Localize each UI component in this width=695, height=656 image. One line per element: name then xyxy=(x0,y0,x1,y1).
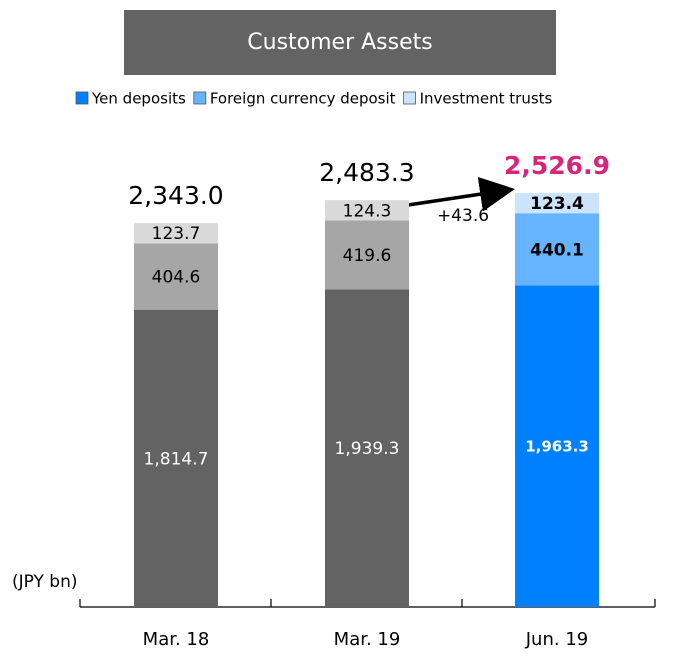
legend-swatch xyxy=(403,91,416,105)
bar-segment xyxy=(134,243,218,310)
bar-segment xyxy=(325,289,409,607)
data-label: 419.6 xyxy=(343,246,392,266)
data-label: 124.3 xyxy=(343,201,392,221)
data-label: 123.4 xyxy=(530,194,584,214)
bar-segment xyxy=(134,223,218,244)
bar-segment xyxy=(325,220,409,290)
legend-label: Foreign currency deposit xyxy=(210,90,396,108)
bar-segment xyxy=(515,192,599,214)
x-tick-label: Mar. 19 xyxy=(334,629,401,650)
total-label: 2,343.0 xyxy=(128,181,223,210)
total-label: 2,483.3 xyxy=(319,158,414,187)
data-label: 1,963.3 xyxy=(525,438,589,456)
bar-segment xyxy=(134,309,218,607)
legend-swatch xyxy=(193,91,207,105)
unit-label: (JPY bn) xyxy=(12,572,78,592)
legend-label: Investment trusts xyxy=(420,90,553,108)
legend-swatch xyxy=(75,91,89,105)
data-label: 404.6 xyxy=(152,268,201,288)
bar-segment xyxy=(515,285,599,607)
x-tick-label: Mar. 18 xyxy=(143,629,210,650)
title-box xyxy=(124,10,556,75)
data-label: 1,939.3 xyxy=(335,439,400,459)
x-tick-label: Jun. 19 xyxy=(525,629,588,650)
data-label: 123.7 xyxy=(152,224,201,244)
data-label: 1,814.7 xyxy=(144,449,209,469)
annotation: +43.6 xyxy=(437,206,489,226)
bar-segment xyxy=(515,213,599,286)
total-label: 2,526.9 xyxy=(504,151,610,180)
legend-label: Yen deposits xyxy=(91,90,186,108)
bar-segment xyxy=(325,200,409,221)
chart-title: Customer Assets xyxy=(247,30,432,55)
data-label: 440.1 xyxy=(530,240,584,260)
